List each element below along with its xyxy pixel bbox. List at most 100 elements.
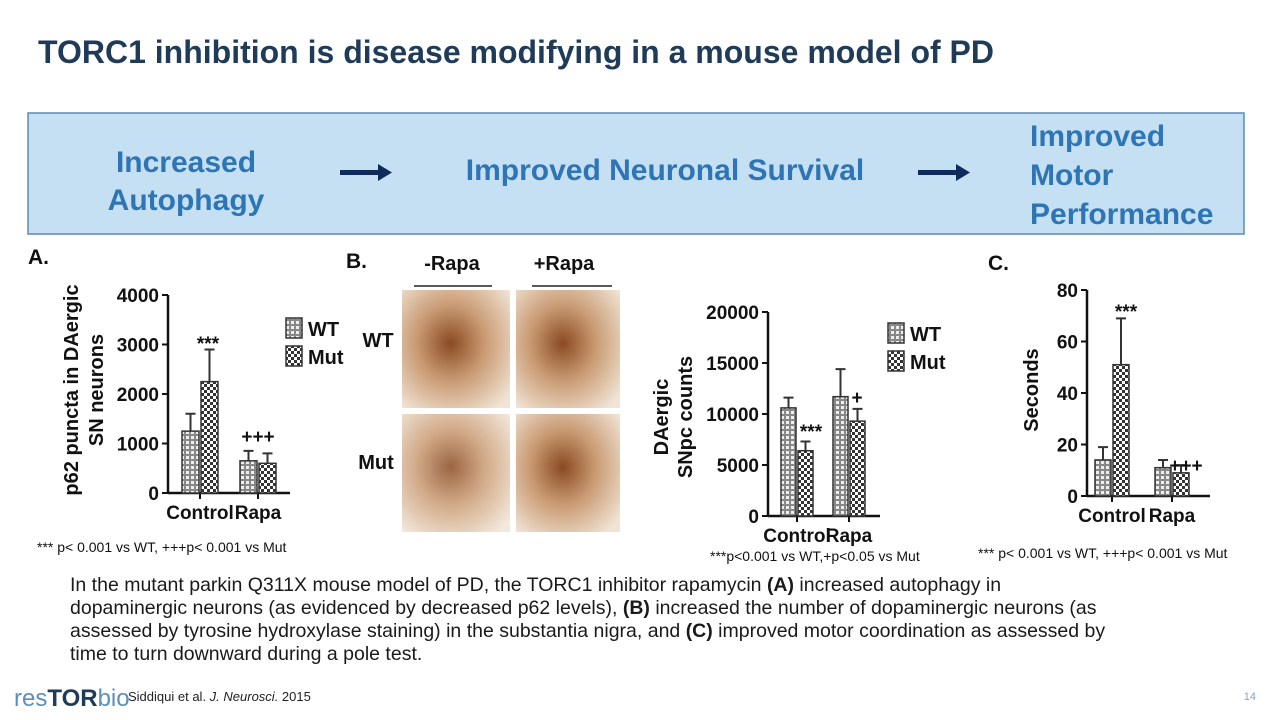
caption-part: increased the number of dopaminergic neu…: [70, 597, 1097, 642]
svg-text:resTORbio: resTORbio: [14, 685, 130, 712]
error-bar: [783, 396, 794, 408]
citation-part: J. Neurosci.: [209, 689, 279, 704]
y-tick-label: 1000: [117, 435, 159, 456]
annotation: ***: [800, 422, 823, 443]
logo-part: TOR: [47, 685, 97, 712]
footnote: ***p<0.001 vs WT,+p<0.05 vs Mut: [710, 548, 920, 564]
caption-part: (A): [766, 574, 795, 596]
bar: [200, 380, 219, 494]
error-bar: [800, 440, 811, 451]
caption-part: (B): [622, 597, 650, 619]
page-number: 14: [1244, 691, 1256, 703]
x-tick-label: Rapa: [826, 526, 873, 547]
arrow: [340, 164, 970, 181]
error-bar: [243, 449, 254, 461]
micrographs: [402, 285, 620, 532]
legend-swatch: [285, 345, 303, 367]
y-tick-label: 2000: [117, 385, 159, 406]
y-tick-label: 0: [1067, 487, 1078, 508]
y-axis-label: DAergic: [651, 379, 673, 456]
bar: [239, 460, 258, 494]
y-axis-label: Seconds: [1021, 348, 1043, 431]
y-tick-label: 5000: [717, 456, 759, 477]
annotation: +++: [241, 427, 274, 448]
y-axis-label: p62 puncta in DAergic: [61, 284, 83, 495]
y-tick-label: 40: [1057, 384, 1078, 405]
banner-step: Motor: [1030, 159, 1114, 192]
banner-step: Autophagy: [108, 184, 265, 217]
legend-swatch: [887, 322, 905, 344]
caption-part: increased autophagy in dopaminergic neur…: [70, 574, 1002, 619]
error-bar: [204, 348, 215, 382]
y-tick-label: 3000: [117, 336, 159, 357]
footnote: *** p< 0.001 vs WT, +++p< 0.001 vs Mut: [37, 539, 287, 555]
caption-part: (C): [685, 620, 713, 642]
citation-part: Siddiqui et al.: [128, 689, 210, 704]
bar: [258, 462, 277, 494]
x-tick-label: Control: [763, 526, 831, 547]
y-tick-label: 80: [1057, 281, 1078, 302]
legend-label: WT: [308, 319, 339, 341]
legend-label: WT: [910, 324, 941, 346]
banner: [27, 112, 1245, 235]
logo-part: res: [14, 685, 47, 712]
citation-part: 2015: [278, 689, 311, 704]
x-tick-label: Rapa: [235, 503, 282, 524]
caption-part: In the mutant parkin Q311X mouse model o…: [70, 574, 767, 596]
image-row-label: Mut: [358, 452, 394, 474]
y-tick-label: 4000: [117, 286, 159, 307]
error-bar: [185, 412, 196, 432]
bar: [832, 395, 849, 517]
banner-step: Improved: [1030, 120, 1165, 153]
image-column-label: +Rapa: [534, 253, 595, 275]
error-bar: [1116, 317, 1126, 365]
error-bar: [262, 452, 273, 464]
y-axis-label: SNpc counts: [675, 356, 697, 478]
x-tick-label: Control: [1078, 506, 1146, 527]
annotation: ***: [197, 334, 220, 355]
x-tick-label: Rapa: [1149, 506, 1196, 527]
y-axis-label: SN neurons: [86, 334, 108, 446]
slide-title: TORC1 inhibition is disease modifying in…: [38, 34, 994, 70]
y-tick-label: 15000: [706, 354, 759, 375]
error-bar: [1098, 446, 1108, 460]
legend-label: Mut: [910, 352, 946, 374]
legend-swatch: [887, 350, 905, 372]
panel-label: A.: [28, 246, 49, 269]
x-tick-label: Control: [166, 503, 234, 524]
logo-part: bio: [98, 685, 130, 712]
banner-step: Improved Neuronal Survival: [466, 154, 864, 187]
footnote: *** p< 0.001 vs WT, +++p< 0.001 vs Mut: [978, 545, 1228, 561]
panel-label: B.: [346, 250, 367, 273]
bar: [1094, 459, 1112, 497]
error-bar: [835, 368, 846, 397]
annotation: ***: [1115, 302, 1138, 323]
error-bar: [1158, 458, 1168, 468]
banner-step: Increased: [116, 146, 256, 179]
bar: [181, 430, 200, 494]
error-bar: [852, 407, 863, 422]
y-tick-label: 10000: [706, 405, 759, 426]
caption-part: improved motor coordination as assessed …: [70, 620, 1106, 665]
y-tick-label: 20: [1057, 436, 1078, 457]
y-tick-label: 0: [148, 484, 159, 505]
legend-swatch: [285, 317, 303, 339]
panel-label: C.: [988, 252, 1009, 275]
bar: [1112, 363, 1130, 497]
bar: [849, 420, 866, 517]
legend-label: Mut: [308, 347, 344, 369]
annotation: +: [851, 388, 862, 409]
banner-step: Performance: [1030, 198, 1213, 231]
caption: In the mutant parkin Q311X mouse model o…: [70, 574, 1120, 666]
bar: [797, 449, 814, 517]
bar: [780, 407, 797, 517]
y-tick-label: 20000: [706, 303, 759, 324]
image-column-label: -Rapa: [424, 253, 480, 275]
citation: Siddiqui et al. J. Neurosci. 2015: [128, 689, 311, 704]
y-tick-label: 60: [1057, 333, 1078, 354]
footer-logo: resTORbio: [14, 685, 130, 712]
y-tick-label: 0: [748, 507, 759, 528]
image-row-label: WT: [362, 330, 393, 352]
